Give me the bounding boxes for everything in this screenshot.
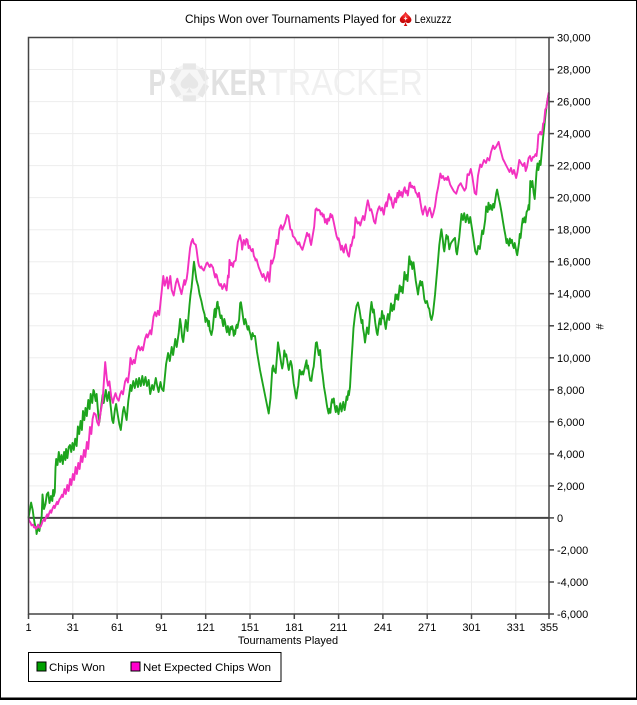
svg-text:241: 241	[374, 622, 392, 634]
svg-text:#: #	[595, 323, 607, 330]
svg-text:121: 121	[197, 622, 215, 634]
svg-text:91: 91	[155, 622, 167, 634]
svg-text:4,000: 4,000	[557, 449, 585, 461]
svg-text:Chips Won: Chips Won	[49, 662, 105, 674]
svg-text:0: 0	[557, 513, 563, 525]
svg-text:181: 181	[285, 622, 303, 634]
svg-text:10,000: 10,000	[557, 353, 591, 365]
svg-text:26,000: 26,000	[557, 97, 591, 109]
svg-text:2,000: 2,000	[557, 481, 585, 493]
svg-text:12,000: 12,000	[557, 321, 591, 333]
svg-text:-6,000: -6,000	[557, 609, 588, 621]
svg-text:30,000: 30,000	[557, 33, 591, 45]
svg-text:TRACKER: TRACKER	[268, 63, 423, 103]
svg-text:-4,000: -4,000	[557, 577, 588, 589]
svg-text:-2,000: -2,000	[557, 545, 588, 557]
svg-text:355: 355	[540, 622, 558, 634]
svg-text:271: 271	[418, 622, 436, 634]
svg-text:KER: KER	[211, 62, 267, 103]
svg-text:Net Expected Chips Won: Net Expected Chips Won	[143, 662, 271, 674]
svg-text:8,000: 8,000	[557, 385, 585, 397]
svg-text:6,000: 6,000	[557, 417, 585, 429]
svg-text:P: P	[149, 63, 166, 103]
svg-text:151: 151	[241, 622, 259, 634]
svg-text:Lexuzzz: Lexuzzz	[415, 12, 452, 26]
svg-text:16,000: 16,000	[557, 257, 591, 269]
svg-text:20,000: 20,000	[557, 193, 591, 205]
svg-text:18,000: 18,000	[557, 225, 591, 237]
svg-text:Chips Won over Tournaments Pla: Chips Won over Tournaments Played for	[185, 12, 396, 26]
svg-text:14,000: 14,000	[557, 289, 591, 301]
svg-text:24,000: 24,000	[557, 129, 591, 141]
svg-text:31: 31	[67, 622, 79, 634]
svg-text:61: 61	[111, 622, 123, 634]
svg-text:331: 331	[507, 622, 525, 634]
svg-text:22,000: 22,000	[557, 161, 591, 173]
svg-text:1: 1	[25, 622, 31, 634]
svg-text:301: 301	[462, 622, 480, 634]
svg-text:28,000: 28,000	[557, 65, 591, 77]
svg-text:211: 211	[330, 622, 348, 634]
svg-text:Tournaments Played: Tournaments Played	[238, 635, 338, 647]
